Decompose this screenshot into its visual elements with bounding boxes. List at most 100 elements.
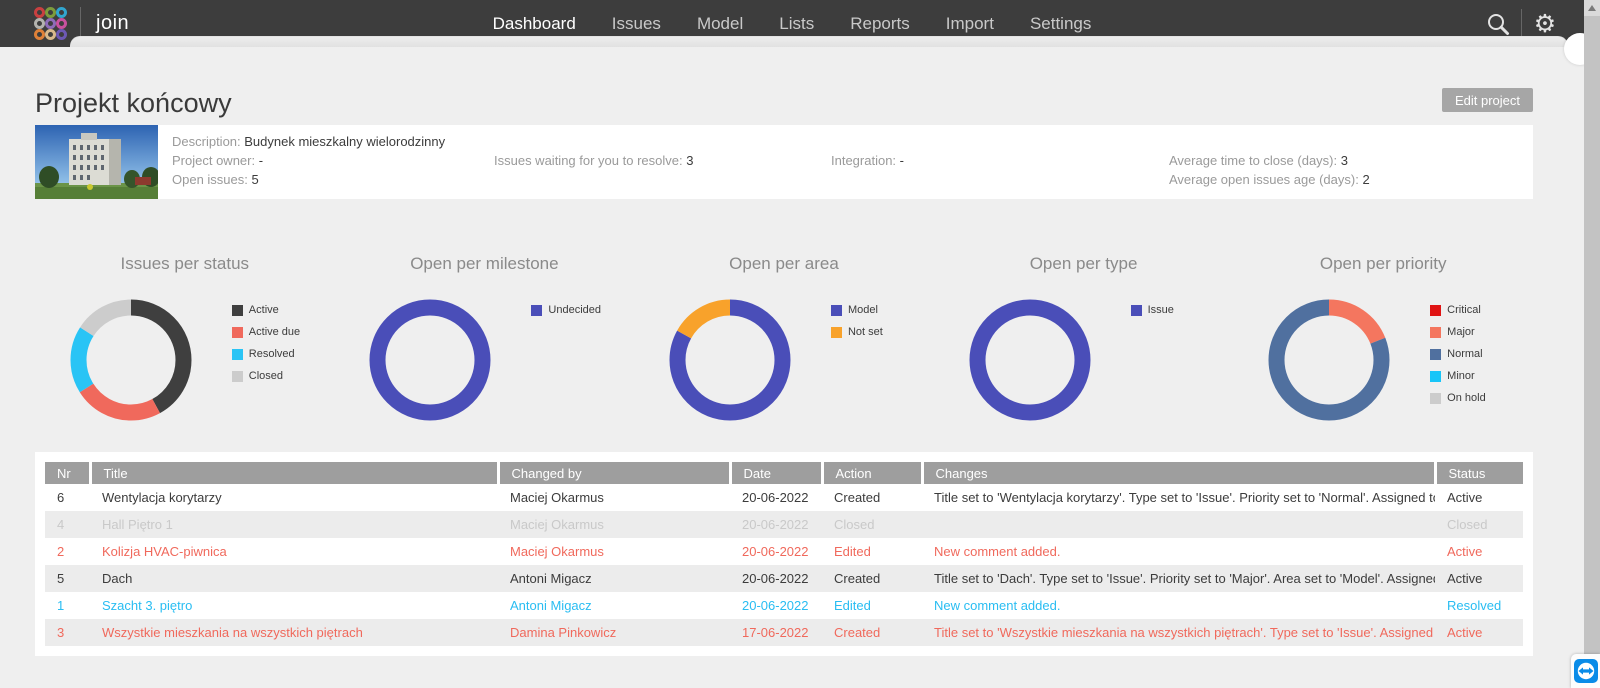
cell-nr: 1 (57, 598, 65, 613)
cell-nr: 5 (57, 571, 65, 586)
table-row[interactable]: 4 Hall Piętro 1 Maciej Okarmus 20-06-2022 Cl… (45, 511, 1523, 538)
edit-project-button[interactable]: Edit project (1441, 88, 1533, 112)
cell-date: 20-06-2022 (742, 544, 809, 559)
legend-label: Active (248, 304, 279, 316)
chart-legend: Undecided (531, 299, 617, 421)
cell-status: Resolved (1447, 598, 1502, 613)
nav-item-lists[interactable]: Lists (779, 13, 815, 33)
table-header-row: Nr Title Changed by Date Action Changes Status (45, 462, 1523, 484)
legend-item: Closed (231, 370, 318, 382)
logo-ring (45, 18, 56, 29)
donut-segment-active-due[interactable] (70, 299, 192, 421)
legend-item: Active due (231, 326, 318, 338)
donut-segment-closed[interactable] (70, 299, 192, 421)
logo-ring (56, 7, 67, 18)
legend-item: Normal (1430, 348, 1516, 360)
cell-changed_by: Antoni Migacz (510, 571, 592, 586)
column-header-changes[interactable]: Changes (922, 462, 1437, 484)
donut-segment-resolved[interactable] (70, 299, 192, 421)
legend-label: On hold (1447, 392, 1486, 404)
table-row[interactable]: 1 Szacht 3. piętro Antoni Migacz 20-06-2022… (45, 592, 1523, 619)
cell-changes: Title set to 'Dach'. Type set to 'Issue'… (934, 571, 1435, 586)
donut-segment-normal[interactable] (1268, 299, 1390, 421)
legend-swatch (1430, 370, 1442, 382)
column-header-nr[interactable]: Nr (45, 462, 92, 484)
project-thumbnail[interactable] (35, 125, 158, 199)
legend-swatch (1430, 348, 1442, 360)
collapsed-bottom-panel[interactable] (70, 33, 1596, 65)
legend-swatch (830, 326, 842, 338)
legend-swatch (231, 348, 243, 360)
legend-label: Issue (1147, 304, 1174, 316)
legend-item: Model (830, 304, 917, 316)
chart-open-per-type: Open per type Issue (934, 245, 1234, 421)
donut-segment-issue[interactable] (969, 299, 1091, 421)
table-row[interactable]: 3 Wszystkie mieszkania na wszystkich pięt… (45, 619, 1523, 646)
cell-action: Edited (834, 598, 871, 613)
cell-changed_by: Maciej Okarmus (510, 517, 604, 532)
cell-action: Closed (834, 517, 875, 532)
donut-chart[interactable] (1268, 299, 1390, 421)
logo-ring (56, 18, 67, 29)
table-row[interactable]: 6 Wentylacja korytarzy Maciej Okarmus 20-06… (45, 484, 1523, 511)
table-row[interactable]: 2 Kolizja HVAC-piwnica Maciej Okarmus 20-06… (45, 538, 1523, 565)
brand-divider (80, 6, 81, 41)
legend-swatch (1430, 304, 1442, 316)
recent-changes-panel: Nr Title Changed by Date Action Changes Status… (35, 452, 1533, 656)
legend-label: Model (847, 304, 878, 316)
column-header-title[interactable]: Title (90, 462, 500, 484)
cell-date: 20-06-2022 (742, 598, 809, 613)
legend-swatch (1430, 326, 1442, 338)
search-icon[interactable] (1475, 11, 1521, 37)
chart-legend: Model Not set (830, 299, 917, 421)
project-info-fields: Description: Budynek mieszkalny wielorod… (158, 125, 1533, 199)
cell-changes: New comment added. (934, 598, 1061, 613)
column-header-date[interactable]: Date (730, 462, 824, 484)
nav-item-settings[interactable]: Settings (1029, 13, 1092, 33)
cell-date: 20-06-2022 (742, 517, 809, 532)
legend-label: Resolved (248, 348, 295, 360)
settings-gear-icon[interactable]: ⚙ (1533, 9, 1557, 38)
brand-name: join (96, 12, 130, 34)
nav-item-reports[interactable]: Reports (850, 13, 910, 33)
legend-item: Resolved (231, 348, 318, 360)
cell-changes: New comment added. (934, 544, 1061, 559)
cell-action: Created (834, 490, 881, 505)
nav-item-import[interactable]: Import (945, 13, 994, 33)
column-header-changed-by[interactable]: Changed by (498, 462, 732, 484)
nav-item-model[interactable]: Model (696, 13, 744, 33)
table-row[interactable]: 5 Dach Antoni Migacz 20-06-2022 Created Title… (45, 565, 1523, 592)
legend-swatch (231, 326, 243, 338)
cell-changes: Title set to 'Wszystkie mieszkania na ws… (934, 625, 1435, 640)
chart-legend: Critical Major Normal Minor On hold (1430, 299, 1516, 421)
donut-segment-undecided[interactable] (369, 299, 491, 421)
legend-item: Not set (830, 326, 917, 338)
cell-title: Dach (102, 571, 133, 586)
navbar-right: ⚙ (1475, 0, 1568, 47)
legend-label: Undecided (548, 304, 601, 316)
donut-chart[interactable] (369, 299, 491, 421)
remote-support-icon[interactable] (1571, 654, 1600, 688)
column-header-action[interactable]: Action (822, 462, 924, 484)
scroll-up-icon[interactable] (1584, 0, 1600, 16)
legend-item: Minor (1430, 370, 1516, 382)
nav-item-issues[interactable]: Issues (611, 13, 661, 33)
avg-time-to-close-field: Average time to close (days): 3 (1169, 153, 1348, 168)
donut-chart[interactable] (70, 299, 192, 421)
vertical-scrollbar[interactable] (1584, 0, 1600, 688)
legend-label: Not set (847, 326, 883, 338)
column-header-status[interactable]: Status (1435, 462, 1523, 484)
cell-status: Active (1447, 490, 1483, 505)
recent-changes-table: Nr Title Changed by Date Action Changes Status… (45, 462, 1523, 646)
legend-swatch (1430, 392, 1442, 404)
donut-chart[interactable] (969, 299, 1091, 421)
cell-date: 20-06-2022 (742, 490, 809, 505)
legend-label: Active due (248, 326, 301, 338)
donut-chart[interactable] (669, 299, 791, 421)
chart-issues-per-status: Issues per status Active Active due Resolve… (35, 245, 335, 421)
chart-title: Open per type (1029, 254, 1138, 273)
legend-item: Active (231, 304, 318, 316)
cell-nr: 6 (57, 490, 65, 505)
donut-segment-not-set[interactable] (669, 299, 791, 421)
avg-open-age-field: Average open issues age (days): 2 (1169, 172, 1370, 187)
